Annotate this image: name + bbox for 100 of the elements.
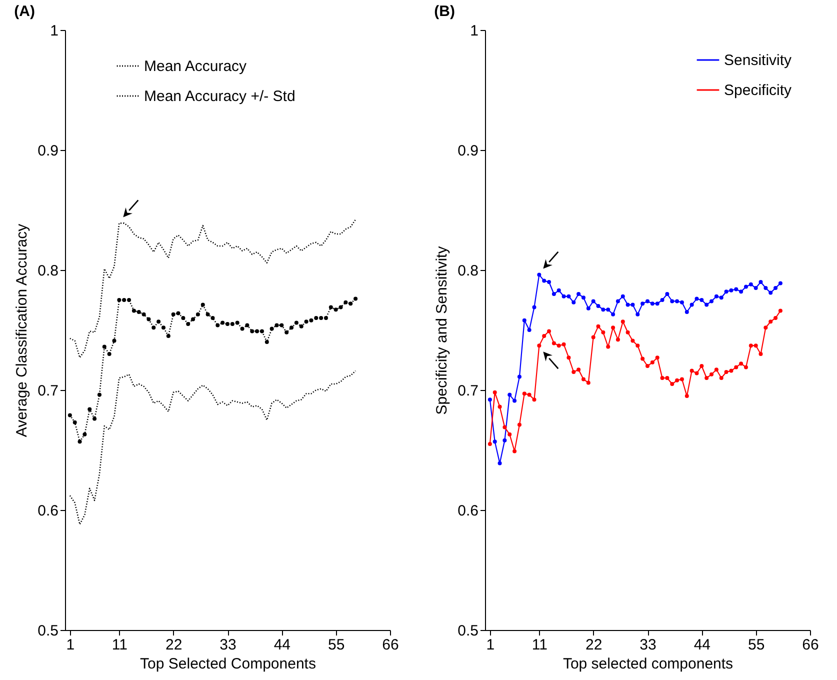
- point: [704, 376, 709, 380]
- x-tick-label: 1: [66, 636, 75, 654]
- point: [655, 356, 660, 360]
- point: [226, 322, 230, 326]
- point: [690, 302, 694, 307]
- legend-label: Sensitivity: [724, 52, 792, 69]
- y-tick-label: 0.7: [458, 382, 478, 400]
- point: [274, 323, 279, 328]
- point: [729, 368, 734, 373]
- point: [97, 392, 102, 397]
- legend-label: Mean Accuracy +/- Std: [144, 88, 296, 105]
- point: [527, 328, 532, 332]
- y-tick-label: 0.9: [458, 142, 478, 160]
- point: [640, 302, 645, 306]
- point: [200, 302, 205, 307]
- point: [537, 344, 542, 348]
- point: [319, 316, 324, 320]
- point: [191, 317, 196, 322]
- point: [700, 364, 704, 368]
- point: [754, 344, 758, 348]
- y-tick-label: 1: [50, 22, 58, 40]
- point: [591, 335, 596, 340]
- point: [744, 284, 748, 289]
- x-tick-label: 66: [802, 636, 819, 654]
- point: [620, 294, 625, 298]
- point: [488, 398, 492, 402]
- point: [596, 304, 600, 308]
- point: [680, 300, 684, 304]
- y-tick-label: 0.9: [38, 142, 58, 160]
- point: [270, 326, 274, 331]
- point: [754, 286, 758, 290]
- line-series: [69, 218, 356, 358]
- y-tick-label: 0.7: [38, 382, 58, 400]
- point: [572, 370, 576, 374]
- point: [566, 294, 571, 298]
- x-tick-label: 11: [112, 636, 128, 654]
- point: [665, 292, 670, 296]
- point: [498, 461, 502, 466]
- point: [532, 398, 536, 402]
- point: [299, 324, 304, 328]
- point: [646, 364, 650, 368]
- point: [724, 290, 728, 294]
- point: [245, 323, 250, 328]
- point: [744, 365, 748, 370]
- point: [181, 316, 186, 320]
- y-axis-title: Average Classification Accuracy: [14, 223, 31, 438]
- point: [542, 278, 546, 283]
- point: [636, 344, 640, 348]
- point: [502, 438, 507, 442]
- point: [112, 338, 116, 343]
- point: [768, 320, 773, 324]
- point: [334, 308, 338, 312]
- chart-title: (A): [14, 3, 35, 20]
- point: [572, 300, 576, 304]
- point: [724, 370, 728, 374]
- point: [591, 299, 596, 304]
- x-axis-title: Top Selected Components: [140, 656, 316, 672]
- x-tick-label: 44: [694, 636, 711, 654]
- point: [606, 344, 610, 349]
- point: [216, 323, 220, 328]
- point: [512, 449, 517, 454]
- x-axis-title: Top selected components: [562, 656, 734, 672]
- y-tick-label: 0.6: [38, 502, 58, 520]
- point: [328, 305, 333, 310]
- point: [748, 282, 753, 286]
- point: [601, 308, 606, 312]
- point: [542, 334, 546, 338]
- point: [694, 296, 699, 301]
- point: [576, 292, 581, 296]
- point: [758, 352, 763, 356]
- point: [566, 356, 571, 360]
- point: [581, 377, 586, 382]
- point: [107, 352, 112, 356]
- x-tick-label: 66: [382, 636, 399, 654]
- x-tick-label: 44: [274, 636, 291, 654]
- point: [304, 320, 308, 324]
- point: [72, 420, 77, 424]
- point: [611, 326, 616, 330]
- point: [492, 390, 497, 394]
- point: [710, 372, 714, 376]
- point: [764, 326, 768, 330]
- point: [655, 302, 660, 306]
- point: [176, 311, 180, 316]
- point: [488, 442, 492, 446]
- point: [764, 286, 768, 290]
- point: [220, 320, 225, 325]
- point: [171, 312, 176, 316]
- point: [117, 298, 122, 302]
- y-tick-label: 0.5: [458, 622, 478, 640]
- point: [620, 320, 625, 324]
- point: [778, 308, 782, 313]
- point: [562, 294, 566, 298]
- y-axis-title: Specificity and Sensitivity: [434, 246, 451, 415]
- point: [206, 312, 210, 316]
- point: [78, 440, 82, 444]
- y-tick-label: 1: [470, 22, 478, 40]
- line-series: [69, 370, 356, 526]
- x-tick-label: 11: [532, 636, 548, 654]
- point: [734, 365, 738, 370]
- point: [547, 329, 552, 334]
